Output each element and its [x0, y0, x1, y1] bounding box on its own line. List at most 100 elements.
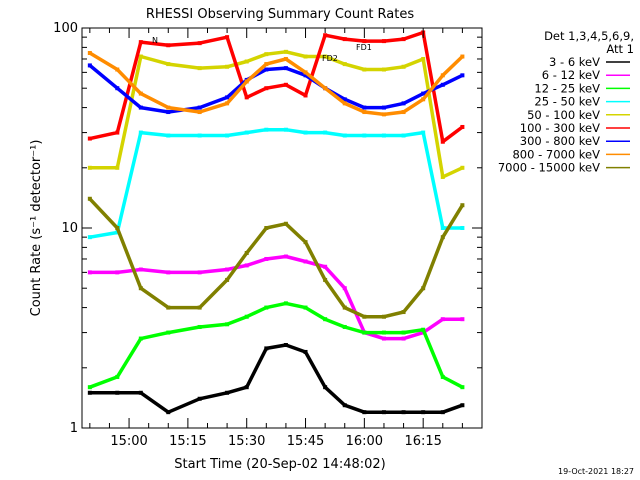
series-point: [303, 130, 308, 135]
series-line: [89, 254, 463, 341]
series-point: [115, 374, 120, 379]
series-point: [244, 385, 249, 390]
series-point: [138, 390, 143, 395]
series-point: [401, 110, 406, 115]
series-point: [166, 410, 171, 415]
series-point: [264, 226, 269, 230]
timestamp: 19-Oct-2021 18:27: [558, 467, 634, 476]
series-point: [244, 79, 249, 84]
series-point: [303, 259, 308, 264]
series-point: [323, 54, 328, 59]
y-tick-label: 10: [61, 221, 78, 236]
series-point: [440, 82, 445, 87]
series-point: [323, 317, 328, 322]
series-point: [197, 396, 202, 401]
series-point: [401, 310, 406, 315]
series-point: [381, 133, 386, 138]
x-tick-label: 16:00: [346, 434, 383, 449]
flag-label-fd2: FD2: [322, 54, 338, 63]
series-point: [166, 62, 171, 67]
series-point: [197, 270, 202, 275]
series-point: [115, 86, 120, 91]
y-tick-label: 100: [53, 21, 78, 36]
series-point: [401, 37, 406, 42]
series-point: [87, 235, 92, 240]
series-point: [381, 336, 386, 341]
series-point: [138, 91, 143, 96]
series-point: [440, 226, 445, 230]
series-point: [138, 286, 143, 291]
series-point: [87, 196, 92, 201]
series-point: [401, 336, 406, 341]
series-point: [244, 250, 249, 255]
series-point: [87, 136, 92, 141]
series-point: [225, 322, 230, 327]
plot-series: [87, 30, 465, 415]
series-point: [244, 314, 249, 319]
series-point: [166, 110, 171, 115]
x-tick-label: 15:45: [287, 434, 324, 449]
series-point: [225, 95, 230, 100]
series-point: [244, 263, 249, 268]
series-point: [283, 56, 288, 61]
series-point: [421, 130, 426, 135]
series-point: [197, 305, 202, 310]
series-point: [440, 235, 445, 240]
series-point: [421, 91, 426, 96]
series-point: [460, 54, 465, 59]
series-point: [87, 385, 92, 390]
series-point: [440, 174, 445, 179]
series-point: [138, 267, 143, 272]
series-point: [264, 127, 269, 132]
series-point: [244, 95, 249, 100]
series-point: [283, 221, 288, 226]
series-point: [303, 349, 308, 354]
series-point: [381, 330, 386, 335]
series-point: [362, 314, 367, 319]
series-point: [460, 385, 465, 390]
legend-entry-label: 300 - 800 keV: [520, 134, 600, 148]
series-line: [89, 127, 463, 239]
series-point: [166, 330, 171, 335]
legend-entry-label: 100 - 300 keV: [520, 121, 600, 135]
plot-frame: [81, 27, 483, 429]
series-point: [342, 133, 347, 138]
series-point: [303, 73, 308, 78]
series-point: [401, 101, 406, 106]
series-point: [138, 54, 143, 59]
series-point: [342, 286, 347, 291]
series-point: [197, 66, 202, 71]
legend-header-line-1: Det 1,3,4,5,6,9,: [544, 29, 634, 43]
series-point: [323, 33, 328, 38]
legend-entry-label: 7000 - 15000 keV: [498, 161, 600, 175]
y-axis-label: Count Rate (s⁻¹ detector⁻¹): [29, 140, 44, 317]
legend-entry-label: 50 - 100 keV: [527, 108, 600, 122]
series-point: [323, 385, 328, 390]
series-point: [197, 324, 202, 329]
series-point: [460, 124, 465, 129]
y-axis: 1 10 100: [53, 21, 482, 436]
series-point: [342, 403, 347, 408]
series-point: [362, 67, 367, 72]
series-point: [225, 101, 230, 106]
series-point: [197, 41, 202, 46]
series-point: [421, 327, 426, 332]
series-point: [460, 165, 465, 170]
series-point: [342, 37, 347, 42]
series-point: [381, 39, 386, 44]
series-point: [362, 39, 367, 44]
series-point: [421, 97, 426, 102]
x-tick-label: 15:00: [110, 434, 147, 449]
x-tick-label: 16:15: [404, 434, 441, 449]
series-line: [89, 50, 464, 179]
series-point: [362, 330, 367, 335]
series-point: [283, 254, 288, 259]
series-point: [166, 133, 171, 138]
series-point: [460, 203, 465, 208]
series-point: [401, 133, 406, 138]
series-point: [225, 64, 230, 69]
series-point: [381, 314, 386, 319]
series-point: [87, 63, 92, 68]
